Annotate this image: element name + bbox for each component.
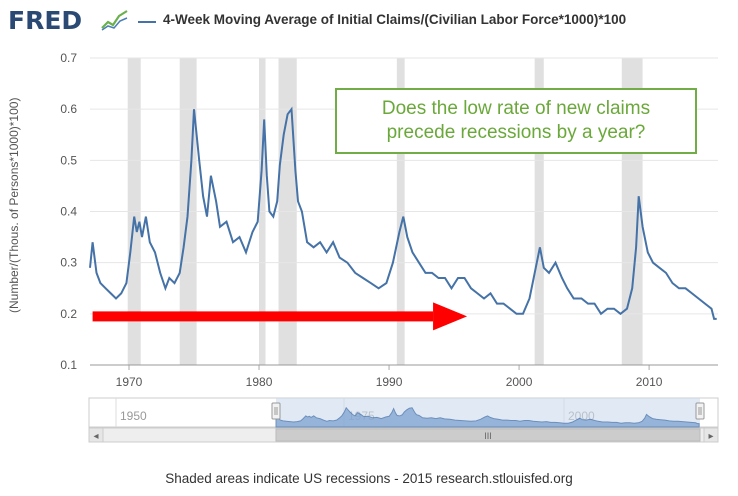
x-tick-label: 1990 (376, 375, 403, 389)
scroll-left-arrow-icon: ◂ (93, 431, 98, 442)
x-tick-label: 2010 (636, 375, 663, 389)
callout-line-2: precede recessions by a year? (386, 122, 646, 143)
header: FRED 4-Week Moving Average of Initial Cl… (0, 0, 738, 46)
navigator-handle-right[interactable] (695, 402, 705, 420)
x-tick-label: 1980 (246, 375, 273, 389)
navigator: 195019752000III◂▸ (88, 397, 719, 443)
chart-title: 4-Week Moving Average of Initial Claims/… (163, 12, 627, 27)
annotation-arrow-shaft (92, 311, 434, 322)
scroll-left-button[interactable] (88, 427, 104, 443)
legend-swatch (138, 21, 156, 23)
y-tick-label: 0.2 (60, 307, 77, 321)
x-tick-label: 1970 (116, 375, 143, 389)
fred-logo[interactable]: FRED (8, 6, 83, 35)
footer-note: Shaded areas indicate US recessions - 20… (165, 471, 573, 486)
scroll-right-arrow-icon: ▸ (708, 431, 713, 442)
navigator-series-area (275, 406, 700, 428)
y-tick-label: 0.3 (60, 256, 77, 270)
y-tick-label: 0.5 (60, 153, 77, 167)
scroll-right-button[interactable] (703, 427, 719, 443)
scrollbar-grip: III (484, 431, 492, 441)
callout-line-1: Does the low rate of new claims (381, 98, 651, 119)
chart-line-icon (100, 8, 130, 32)
scrollbar-thumb[interactable] (275, 428, 701, 442)
annotation-arrow-head (433, 302, 468, 331)
series-line (89, 106, 717, 320)
x-tick-label: 2000 (506, 375, 533, 389)
y-tick-label: 0.6 (60, 102, 77, 116)
navigator-handle-left[interactable] (271, 402, 281, 420)
navigator-tick-label: 1950 (120, 409, 147, 423)
y-tick-label: 0.7 (60, 51, 77, 65)
annotation-callout: Does the low rate of new claims precede … (335, 88, 697, 154)
y-tick-label: 0.4 (60, 205, 77, 219)
y-tick-label: 0.1 (60, 358, 77, 372)
